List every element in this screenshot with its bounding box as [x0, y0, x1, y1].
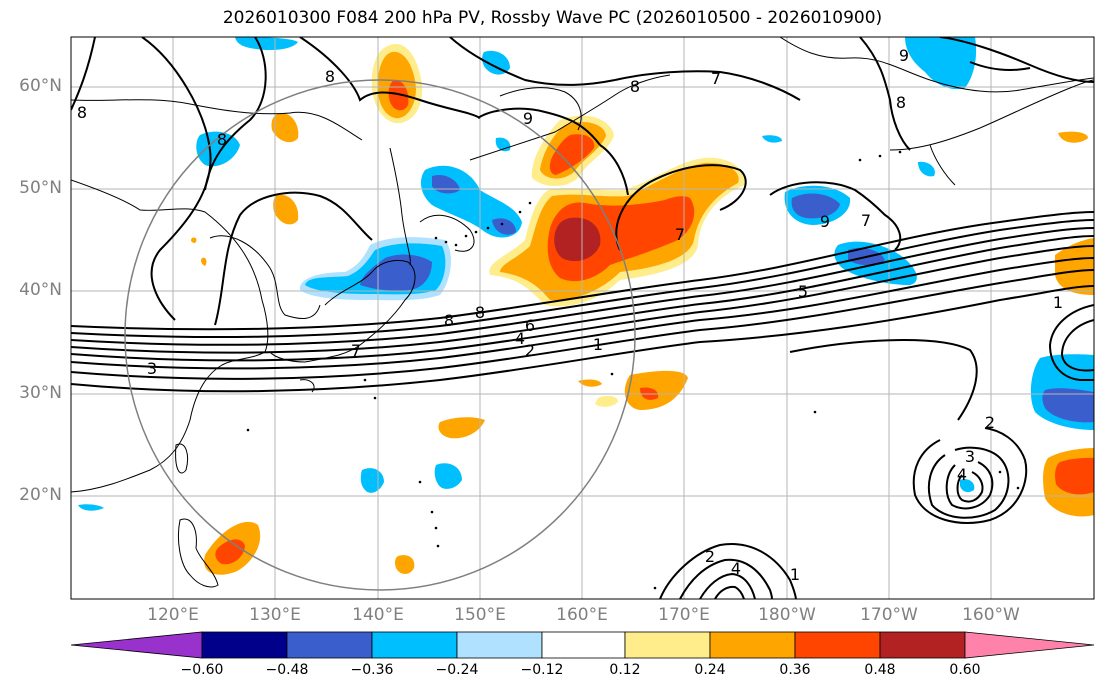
contour-label: 9	[523, 109, 533, 128]
island-dots	[246, 150, 1020, 590]
contour-label: 8	[475, 303, 485, 322]
colorbar-segment	[371, 631, 458, 659]
contour-label: 1	[1053, 293, 1063, 312]
colorbar-segment	[456, 631, 543, 659]
contour-label: 1	[593, 335, 603, 354]
colorbar-tick-label: −0.12	[520, 662, 564, 678]
coastlines	[71, 37, 1094, 588]
contour-label: 3	[147, 359, 157, 378]
graticule-grid	[71, 37, 1094, 599]
lon-label: 160°E	[556, 605, 608, 625]
colorbar-segment	[794, 631, 881, 659]
contour-label: 4	[515, 329, 525, 348]
contour-label: 2	[705, 547, 715, 566]
lon-label: 180°W	[758, 605, 816, 625]
contour-label: 9	[820, 212, 830, 231]
contour-label: 5	[798, 282, 808, 301]
contour-label: 8	[444, 311, 454, 330]
colorbar-segment	[709, 631, 796, 659]
colorbar-tick-label: 0.36	[779, 662, 811, 678]
contour-label: 4	[957, 465, 967, 484]
contour-label: 7	[711, 69, 721, 88]
colorbar-tick-label: 0.12	[609, 662, 641, 678]
lat-label: 50°N	[19, 178, 62, 198]
lat-label: 20°N	[19, 485, 62, 505]
lat-label: 30°N	[19, 383, 62, 403]
contour-label: 8	[630, 77, 640, 96]
colorbar-extend-min	[70, 631, 203, 659]
lon-label: 140°E	[352, 605, 404, 625]
colorbar-tick-label: 0.48	[864, 662, 896, 678]
contour-label: 8	[325, 67, 335, 86]
contour-label: 3	[965, 447, 975, 466]
contour-label: 1	[790, 565, 800, 584]
contour-label: 8	[896, 93, 906, 112]
colorbar-tick-label: −0.36	[350, 662, 394, 678]
lon-label: 160°W	[962, 605, 1020, 625]
colorbar-tick-label: −0.24	[435, 662, 479, 678]
contour-labels: 8 8 8 9 8 7 9 8 9 7 7 5 1 1 6 4 2 3 7 8 …	[77, 46, 1063, 584]
colorbar-segment	[624, 631, 711, 659]
colorbar	[70, 631, 1095, 659]
colorbar-segment	[541, 631, 626, 659]
colorbar-segment	[286, 631, 373, 659]
lon-label: 170°E	[658, 605, 710, 625]
lon-label: 120°E	[147, 605, 199, 625]
contour-label: 2	[985, 413, 995, 432]
contour-label: 8	[217, 130, 227, 149]
colorbar-tick-label: −0.60	[180, 662, 224, 678]
lon-label: 170°W	[860, 605, 918, 625]
lon-label: 150°E	[454, 605, 506, 625]
contour-label: 7	[861, 211, 871, 230]
contour-label: 7	[675, 225, 685, 244]
contour-label: 9	[899, 46, 909, 65]
contour-label: 2	[525, 341, 535, 360]
lat-label: 60°N	[19, 76, 62, 96]
pv-contours	[71, 37, 1094, 599]
plot-frame	[70, 36, 1095, 600]
colorbar-tick-label: 0.24	[694, 662, 726, 678]
colorbar-tick-label: 0.60	[949, 662, 981, 678]
colorbar-segment	[201, 631, 288, 659]
colorbar-extend-max	[964, 631, 1095, 659]
contour-label: 6	[525, 316, 535, 335]
forecast-area-circle	[124, 79, 636, 591]
map-title: 2026010300 F084 200 hPa PV, Rossby Wave …	[222, 8, 883, 28]
contour-label: 8	[77, 103, 87, 122]
lon-label: 130°E	[249, 605, 301, 625]
lat-label: 40°N	[19, 280, 62, 300]
contour-label: 7	[351, 341, 361, 360]
colorbar-segment	[879, 631, 966, 659]
colorbar-tick-label: −0.48	[265, 662, 309, 678]
contour-label: 4	[731, 559, 741, 578]
